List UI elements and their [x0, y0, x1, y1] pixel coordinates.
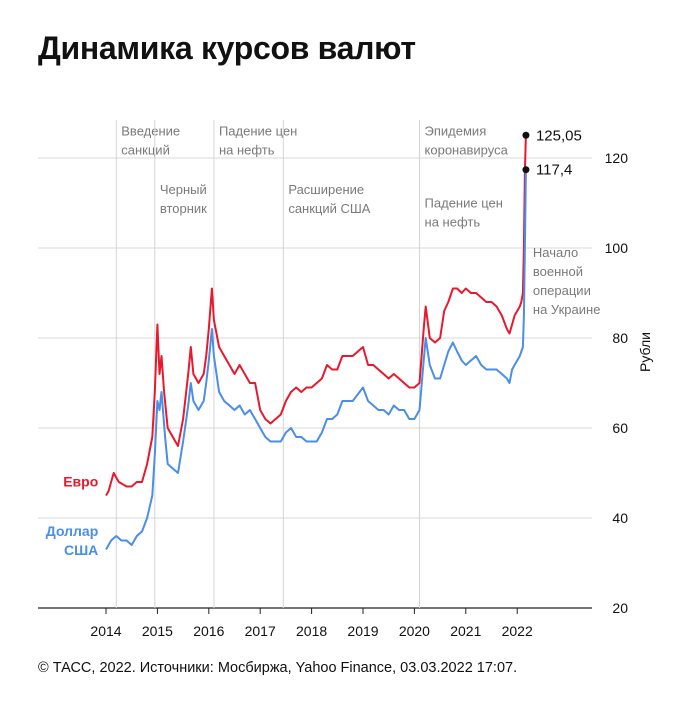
x-tick-label: 2020 — [399, 623, 430, 639]
event-label: Расширение — [288, 182, 364, 197]
x-tick-label: 2021 — [450, 623, 481, 639]
series-label: США — [64, 542, 98, 558]
series-label: Доллар — [46, 523, 98, 539]
series-line-1 — [105, 169, 527, 550]
y-tick-label: 20 — [612, 600, 628, 616]
x-tick-label: 2015 — [142, 623, 173, 639]
event-label: коронавируса — [425, 143, 509, 158]
y-tick-label: 60 — [612, 420, 628, 436]
x-tick-label: 2014 — [90, 623, 121, 639]
y-tick-label: 80 — [612, 330, 628, 346]
event-label: санкций — [121, 143, 170, 158]
event-label: операции — [533, 283, 591, 298]
event-label: Начало — [533, 245, 578, 260]
event-label: Падение цен — [425, 196, 503, 211]
event-label: Введение — [121, 124, 180, 139]
y-tick-label: 100 — [605, 240, 629, 256]
event-label: на нефть — [219, 143, 275, 158]
series-label: Евро — [63, 474, 98, 490]
series-line-0 — [105, 135, 527, 497]
x-tick-label: 2019 — [347, 623, 378, 639]
event-label: на нефть — [425, 215, 481, 230]
endpoint-dot — [522, 131, 530, 139]
event-label: Черный — [160, 182, 207, 197]
event-label: санкций США — [288, 201, 370, 216]
event-label: на Украине — [533, 302, 601, 317]
x-tick-label: 2017 — [245, 623, 276, 639]
event-label: военной — [533, 264, 583, 279]
y-tick-label: 120 — [605, 150, 629, 166]
endpoint-label: 125,05 — [536, 127, 582, 144]
chart-title: Динамика курсов валют — [38, 30, 416, 66]
event-label: Эпидемия — [425, 124, 487, 139]
x-tick-label: 2022 — [502, 623, 533, 639]
x-tick-label: 2018 — [296, 623, 327, 639]
source-note: © ТАСС, 2022. Источники: Мосбиржа, Yahoo… — [38, 660, 518, 676]
event-label: вторник — [160, 201, 207, 216]
x-tick-label: 2016 — [193, 623, 224, 639]
endpoint-dot — [522, 166, 530, 174]
y-axis-label: Рубли — [637, 332, 653, 372]
y-tick-label: 40 — [612, 510, 628, 526]
event-label: Падение цен — [219, 124, 297, 139]
endpoint-label: 117,4 — [536, 162, 572, 179]
